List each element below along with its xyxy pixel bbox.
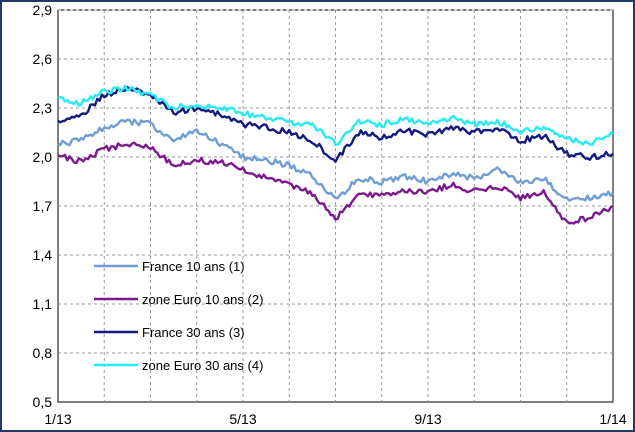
legend-label: France 30 ans (3) xyxy=(142,325,245,340)
y-tick-label: 2,0 xyxy=(33,149,53,165)
legend-label: zone Euro 30 ans (4) xyxy=(142,358,263,373)
series-line xyxy=(57,118,614,202)
y-tick-label: 0,8 xyxy=(33,345,53,361)
x-tick-label: 1/13 xyxy=(44,411,71,427)
y-tick-label: 1,1 xyxy=(33,296,53,312)
series-line xyxy=(57,141,614,225)
legend-label: zone Euro 10 ans (2) xyxy=(142,292,263,307)
grid-layer xyxy=(58,9,613,402)
x-axis-ticks: 1/13 5/13 9/13 1/14 xyxy=(44,411,626,427)
series-layer xyxy=(57,84,614,225)
y-tick-label: 0,5 xyxy=(33,394,53,410)
legend-label: France 10 ans (1) xyxy=(142,259,245,274)
y-tick-label: 2,9 xyxy=(33,2,53,18)
y-axis-ticks: 0,5 0,8 1,1 1,4 1,7 2,0 2,3 2,6 2,9 xyxy=(33,2,53,410)
y-tick-label: 2,6 xyxy=(33,51,53,67)
legend: France 10 ans (1) zone Euro 10 ans (2) Fra… xyxy=(94,259,263,373)
y-tick-label: 2,3 xyxy=(33,100,53,116)
y-tick-label: 1,4 xyxy=(33,247,53,263)
series-line xyxy=(57,84,614,147)
x-tick-label: 5/13 xyxy=(229,411,256,427)
x-tick-label: 9/13 xyxy=(414,411,441,427)
y-tick-label: 1,7 xyxy=(33,198,53,214)
x-tick-label: 1/14 xyxy=(599,411,626,427)
